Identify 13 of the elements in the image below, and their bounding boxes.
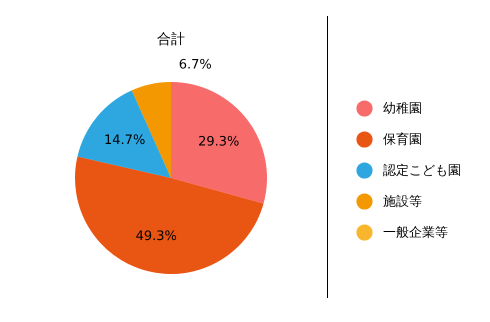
pie-slice [75, 156, 264, 274]
data-label: 14.7% [104, 132, 146, 148]
legend-label: 幼稚園 [383, 102, 422, 116]
pie-slice [77, 90, 171, 178]
legend-label: 施設等 [383, 194, 422, 210]
legend-label: 認定こども園 [383, 164, 461, 178]
legend-label: 一般企業等 [383, 226, 448, 240]
chart-title: 合計 [157, 32, 185, 48]
legend-label: 保育園 [383, 132, 422, 148]
data-label: 29.3% [198, 134, 240, 150]
pie-slice [171, 82, 267, 204]
data-label: 49.3% [136, 229, 177, 244]
data-label: 6.7% [178, 58, 212, 73]
